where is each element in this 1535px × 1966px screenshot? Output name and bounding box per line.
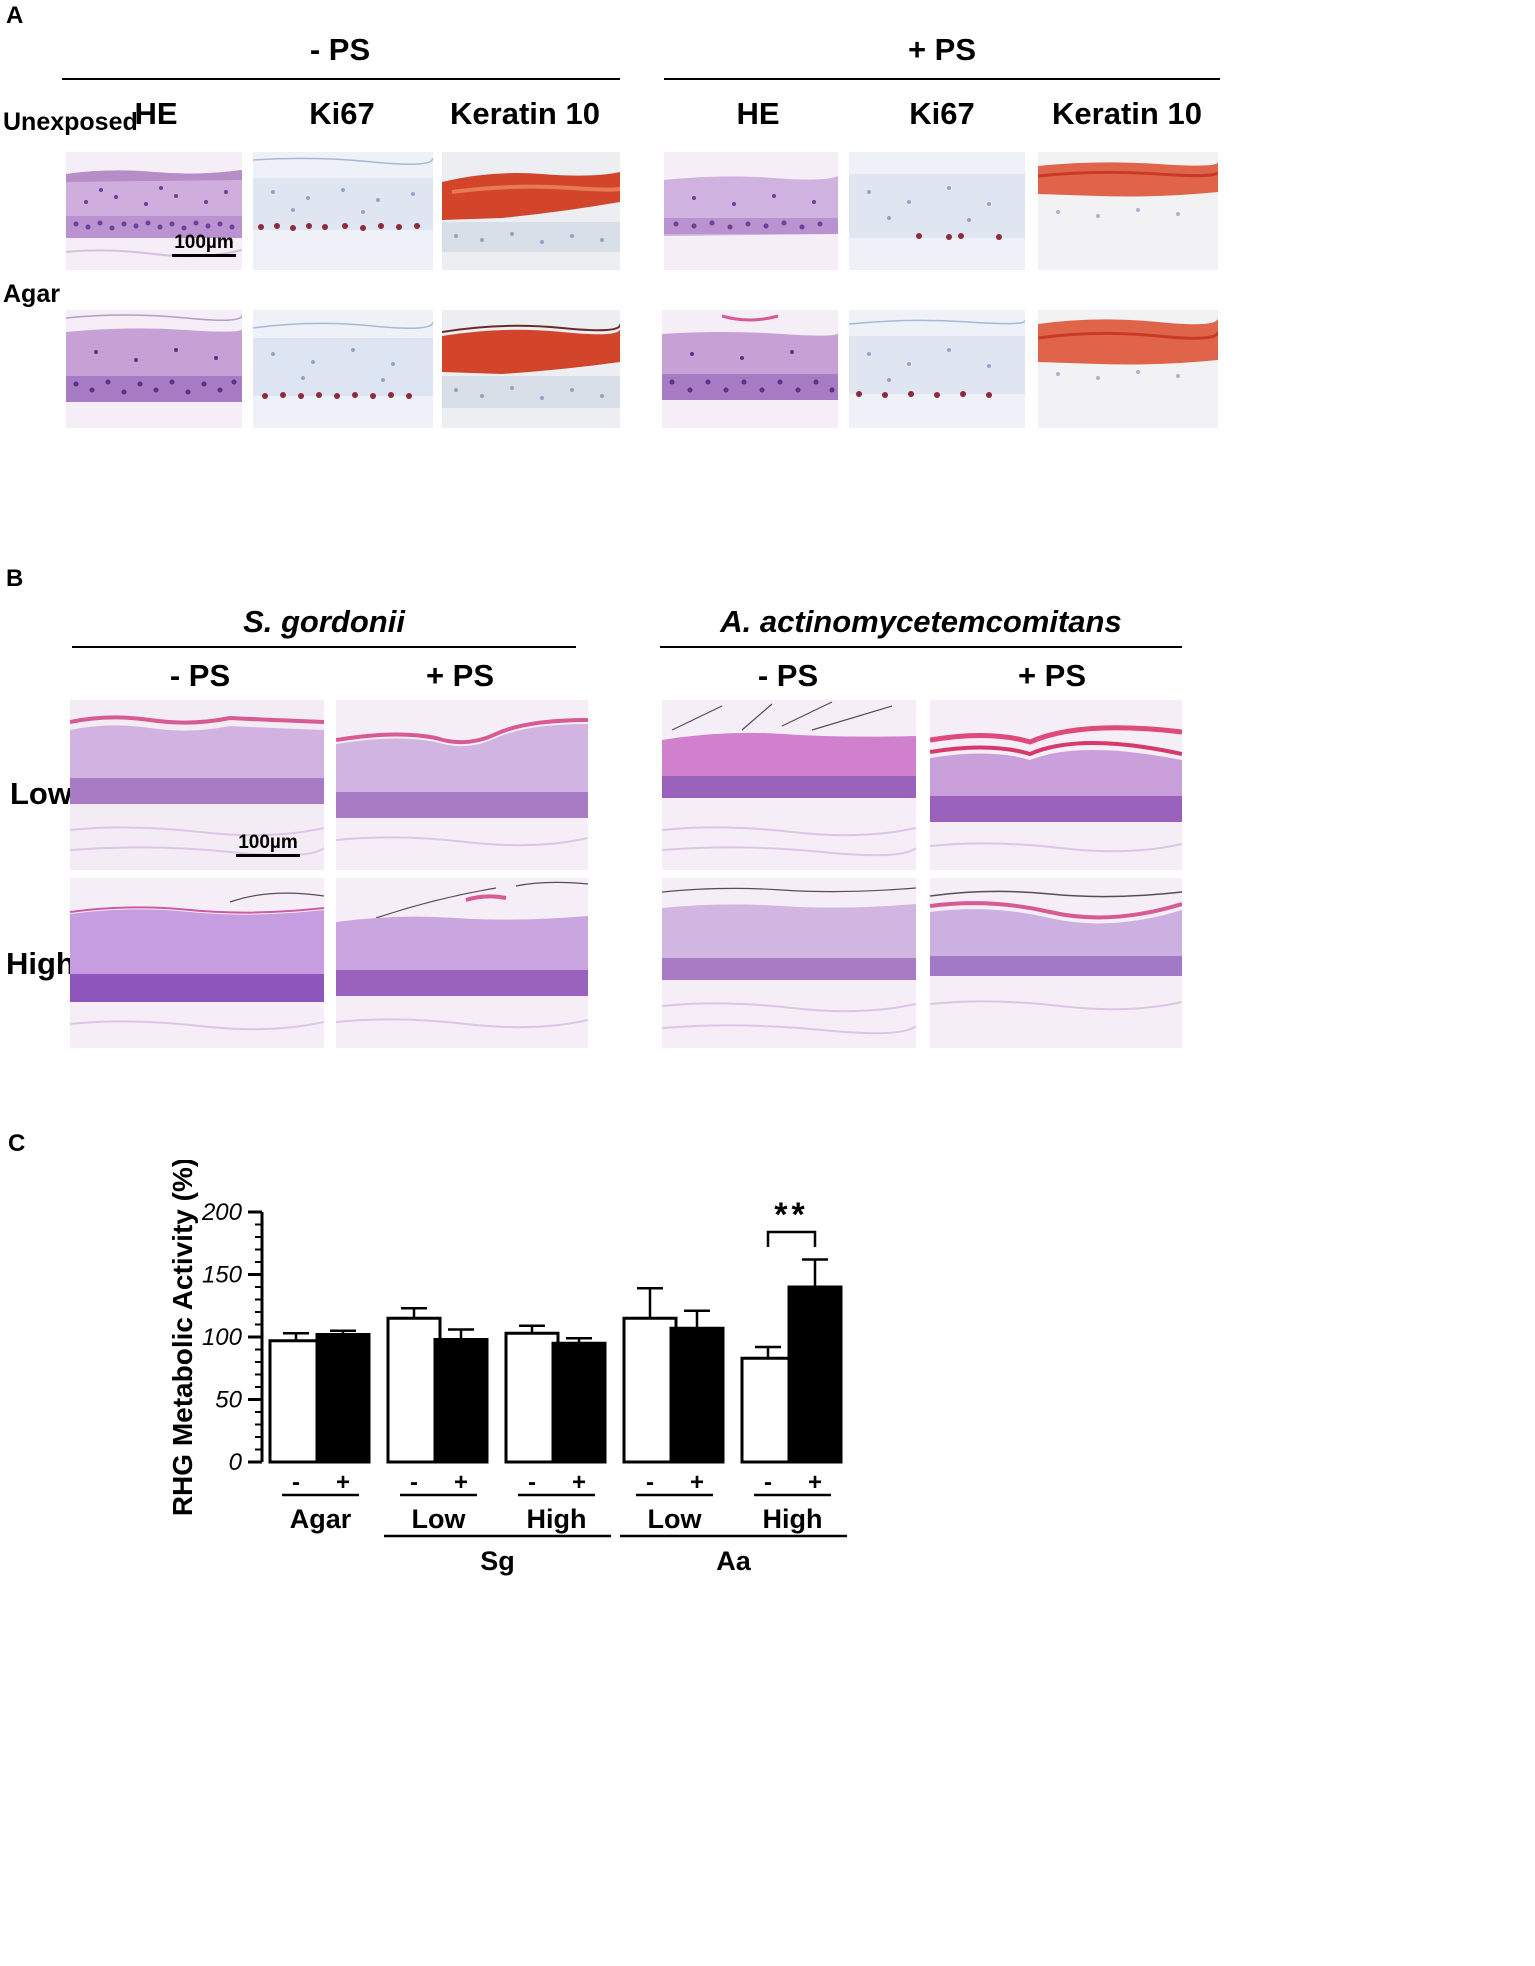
panel-b-group-title-s-gordonii: S. gordonii <box>243 604 405 639</box>
micrograph-ki67-agar-plus-ps <box>849 310 1025 428</box>
significance-marker: ** <box>774 1196 808 1234</box>
scale-bar-label: 100µm <box>174 232 234 253</box>
micrograph-he-agar-minus-ps <box>66 310 242 428</box>
series-sign-label: - <box>646 1469 654 1496</box>
panel-a-group-rule-minus-ps <box>62 78 620 80</box>
col-header-ki67: Ki67 <box>909 96 975 131</box>
col-header-plus-ps: + PS <box>1017 658 1087 693</box>
micrograph-ki67-agar-minus-ps <box>253 310 433 428</box>
category-label: High <box>527 1504 587 1534</box>
micrograph-ki67-unexposed-minus-ps <box>253 152 433 270</box>
panel-b-group-rule-s-gordonii <box>72 646 576 648</box>
bar <box>386 1316 442 1464</box>
micrograph-he-aa-high-minus-ps <box>662 878 916 1048</box>
micrograph-he-aa-low-minus-ps <box>662 700 916 870</box>
bar <box>622 1316 678 1464</box>
micrograph-keratin10-agar-plus-ps <box>1038 310 1218 428</box>
y-tick-label: 200 <box>201 1199 243 1226</box>
series-sign-label: - <box>528 1469 536 1496</box>
panel-c-label: C <box>8 1130 26 1157</box>
row-label-unexposed: Unexposed <box>3 108 138 136</box>
series-sign-label: - <box>764 1469 772 1496</box>
category-label: Agar <box>290 1504 352 1534</box>
panel-b-group-rule-a-actinomycetemcomitans <box>660 646 1182 648</box>
group-label: Aa <box>716 1546 751 1576</box>
series-sign-label: - <box>410 1469 418 1496</box>
micrograph-he-aa-high-plus-ps <box>930 878 1182 1048</box>
series-sign-label: + <box>690 1469 704 1496</box>
row-label-agar: Agar <box>3 280 60 308</box>
group-label: Sg <box>480 1546 515 1576</box>
micrograph-keratin10-agar-minus-ps <box>442 310 620 428</box>
row-label-high: High <box>6 946 75 981</box>
micrograph-he-agar-plus-ps <box>662 310 838 428</box>
col-header-plus-ps: + PS <box>425 658 495 693</box>
col-header-ki67: Ki67 <box>309 96 375 131</box>
panel-a-group-rule-plus-ps <box>664 78 1220 80</box>
scale-bar-line <box>172 254 236 257</box>
col-header-keratin10: Keratin 10 <box>1052 96 1202 131</box>
bar <box>740 1356 796 1464</box>
bar <box>268 1339 324 1464</box>
micrograph-keratin10-unexposed-minus-ps <box>442 152 620 270</box>
col-header-he: HE <box>134 96 178 131</box>
micrograph-he-unexposed-plus-ps <box>664 152 838 270</box>
panel-a-group-title-minus-ps: - PS <box>309 32 371 67</box>
micrograph-he-sg-low-plus-ps <box>336 700 588 870</box>
y-tick-label: 100 <box>202 1324 243 1351</box>
bar <box>669 1326 725 1464</box>
bar <box>315 1333 371 1464</box>
col-header-minus-ps: - PS <box>169 658 231 693</box>
micrograph-he-sg-high-minus-ps <box>70 878 324 1048</box>
micrograph-he-unexposed-minus-ps <box>66 152 242 270</box>
panel-a-group-title-plus-ps: + PS <box>907 32 977 67</box>
bar <box>551 1341 607 1464</box>
y-tick-label: 150 <box>202 1262 243 1289</box>
series-sign-label: - <box>292 1469 300 1496</box>
scale-bar-line <box>236 854 300 857</box>
panel-b-label: B <box>6 565 24 592</box>
y-tick-label: 50 <box>215 1387 242 1414</box>
micrograph-he-sg-low-minus-ps <box>70 700 324 870</box>
micrograph-he-aa-low-plus-ps <box>930 700 1182 870</box>
scale-bar-label: 100µm <box>238 832 298 853</box>
col-header-minus-ps: - PS <box>757 658 819 693</box>
series-sign-label: + <box>336 1469 350 1496</box>
panel-a-label: A <box>6 2 24 29</box>
series-sign-label: + <box>808 1469 822 1496</box>
series-sign-label: + <box>572 1469 586 1496</box>
category-label: Low <box>412 1504 467 1534</box>
category-label: Low <box>648 1504 703 1534</box>
micrograph-he-sg-high-plus-ps <box>336 878 588 1048</box>
significance-bracket <box>766 1230 817 1247</box>
bar <box>787 1285 843 1464</box>
col-header-he: HE <box>736 96 780 131</box>
micrograph-ki67-unexposed-plus-ps <box>849 152 1025 270</box>
series-sign-label: + <box>454 1469 468 1496</box>
micrograph-keratin10-unexposed-plus-ps <box>1038 152 1218 270</box>
y-axis-label: RHG Metabolic Activity (%) <box>167 1160 198 1516</box>
col-header-keratin10: Keratin 10 <box>450 96 600 131</box>
row-label-low: Low <box>10 776 72 811</box>
panel-b-group-title-a-actinomycetemcomitans: A. actinomycetemcomitans <box>720 604 1122 639</box>
bar <box>504 1331 560 1464</box>
y-tick-label: 0 <box>229 1449 243 1476</box>
bar <box>433 1338 489 1464</box>
category-label: High <box>763 1504 823 1534</box>
